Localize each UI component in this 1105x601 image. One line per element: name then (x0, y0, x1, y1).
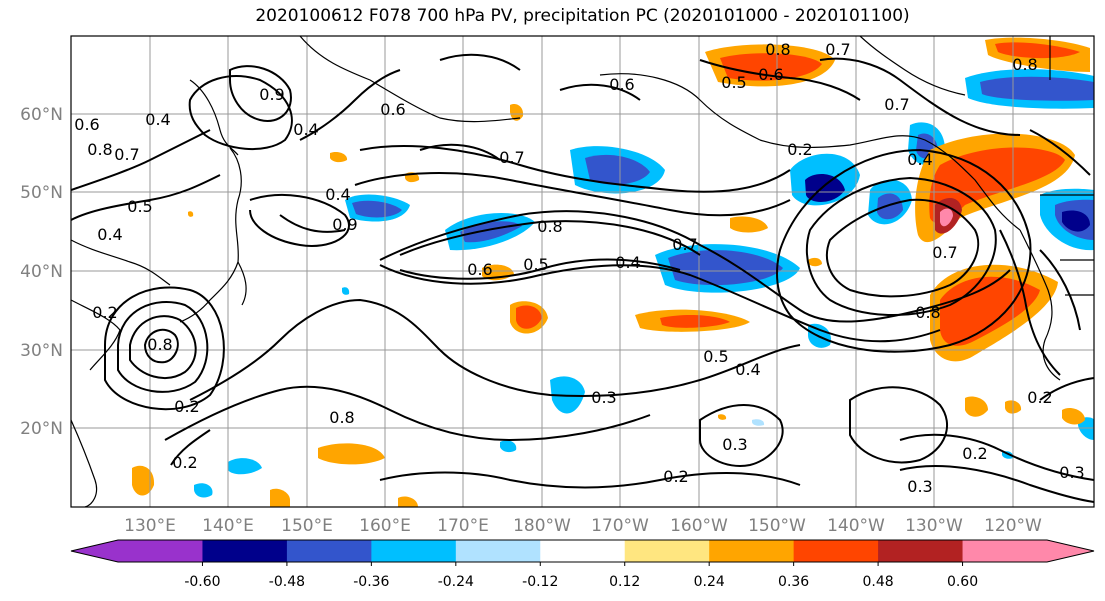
colorbar-swatch (118, 540, 203, 562)
contour-label: 0.2 (962, 444, 987, 463)
contour-label: 0.2 (92, 303, 117, 322)
contour-label: 0.6 (758, 65, 783, 84)
colorbar-tick-label: -0.48 (269, 574, 305, 590)
colorbar-swatch (202, 540, 288, 562)
contour-label: 0.7 (932, 243, 957, 262)
contour-label: 0.5 (721, 73, 746, 92)
contour-label: 0.7 (114, 145, 139, 164)
contour-label: 0.8 (915, 303, 940, 322)
contour-label: 0.3 (907, 477, 932, 496)
lat-label: 30°N (20, 341, 63, 361)
lon-label: 130°E (124, 516, 176, 536)
colorbar-tick-label: -0.60 (184, 574, 220, 590)
colorbar-swatch (793, 540, 879, 562)
contour-label: 0.6 (467, 260, 492, 279)
colorbar-tick-label: -0.24 (438, 574, 474, 590)
contour-label: 0.2 (663, 467, 688, 486)
lon-label: 170°E (437, 516, 489, 536)
contour-label: 0.4 (735, 360, 760, 379)
lat-label: 40°N (20, 262, 63, 282)
colorbar-tick-label: 0.60 (947, 574, 978, 590)
contour-label: 0.5 (127, 197, 152, 216)
colorbar-tick-label: -0.12 (522, 574, 558, 590)
colorbar-tick-label: -0.36 (353, 574, 389, 590)
contour-label: 0.2 (172, 453, 197, 472)
lon-label: 150°E (281, 516, 333, 536)
pv-contours (71, 53, 1094, 503)
contour-label: 0.8 (765, 40, 790, 59)
lon-label: 170°W (591, 516, 649, 536)
colorbar-tick-label: 0.12 (609, 574, 640, 590)
contour-label: 0.7 (884, 95, 909, 114)
colorbar-extend-low (71, 540, 118, 562)
lon-label: 160°W (670, 516, 728, 536)
contour-label: 0.6 (74, 115, 99, 134)
colorbar-swatch (709, 540, 795, 562)
contour-label: 0.7 (499, 148, 524, 167)
lon-label: 130°W (905, 516, 963, 536)
colorbar-tick-label: 0.24 (694, 574, 725, 590)
contour-label: 0.8 (1012, 55, 1037, 74)
contour-label: 0.4 (325, 185, 350, 204)
contour-label: 0.5 (523, 255, 548, 274)
contour-label: 0.8 (87, 140, 112, 159)
colorbar-swatch (286, 540, 372, 562)
colorbar-swatch (624, 540, 710, 562)
lon-label: 140°W (827, 516, 885, 536)
latitude-labels: 60°N 50°N 40°N 30°N 20°N (20, 105, 63, 439)
lon-label: 120°W (984, 516, 1042, 536)
contour-label: 0.3 (722, 435, 747, 454)
colorbar-tick-label: 0.36 (778, 574, 809, 590)
colorbar-swatch (455, 540, 541, 562)
contour-label: 0.8 (329, 408, 354, 427)
contour-label: 0.4 (293, 120, 318, 139)
contour-label: 0.5 (703, 347, 728, 366)
longitude-labels: 130°E 140°E 150°E 160°E 170°E 180°W 170°… (124, 516, 1042, 536)
lat-label: 20°N (20, 419, 63, 439)
colorbar-swatch (540, 540, 626, 562)
graticule (71, 36, 1094, 507)
contour-label: 0.2 (1027, 388, 1052, 407)
contour-label: 0.4 (615, 253, 640, 272)
colorbar-outline (70, 539, 1095, 563)
contour-label: 0.6 (609, 75, 634, 94)
contour-label: 0.2 (787, 140, 812, 159)
colorbar: -0.60 -0.48 -0.36 -0.24 -0.12 0.12 0.24 0.36 0.4… (70, 539, 1095, 590)
colorbar-tick-label: 0.48 (863, 574, 894, 590)
map-frame (70, 35, 1095, 508)
contour-label: 0.8 (537, 217, 562, 236)
contour-label: 0.4 (907, 150, 932, 169)
contour-label: 0.9 (332, 215, 357, 234)
contour-label: 0.6 (380, 100, 405, 119)
contour-label: 0.7 (672, 235, 697, 254)
contour-label: 0.2 (174, 397, 199, 416)
contour-label: 0.4 (97, 225, 122, 244)
lon-label: 160°E (359, 516, 411, 536)
coastlines (71, 36, 1094, 507)
contour-label: 0.9 (259, 85, 284, 104)
lon-label: 150°W (748, 516, 806, 536)
colorbar-extend-high (1047, 540, 1094, 562)
colorbar-swatch (962, 540, 1048, 562)
colorbar-swatch (371, 540, 457, 562)
contour-labels: 0.8 0.6 0.7 0.5 0.6 0.6 0.4 0.8 0.7 0.4 … (74, 40, 1084, 496)
contour-label: 0.3 (1059, 463, 1084, 482)
contour-label: 0.7 (825, 40, 850, 59)
contour-label: 0.3 (591, 388, 616, 407)
map-title: 2020100612 F078 700 hPa PV, precipitatio… (255, 6, 910, 26)
contour-label: 0.4 (145, 110, 170, 129)
colorbar-swatch (878, 540, 964, 562)
contour-label: 0.8 (147, 335, 172, 354)
lat-label: 50°N (20, 183, 63, 203)
lon-label: 140°E (202, 516, 254, 536)
lon-label: 180°W (513, 516, 571, 536)
lat-label: 60°N (20, 105, 63, 125)
